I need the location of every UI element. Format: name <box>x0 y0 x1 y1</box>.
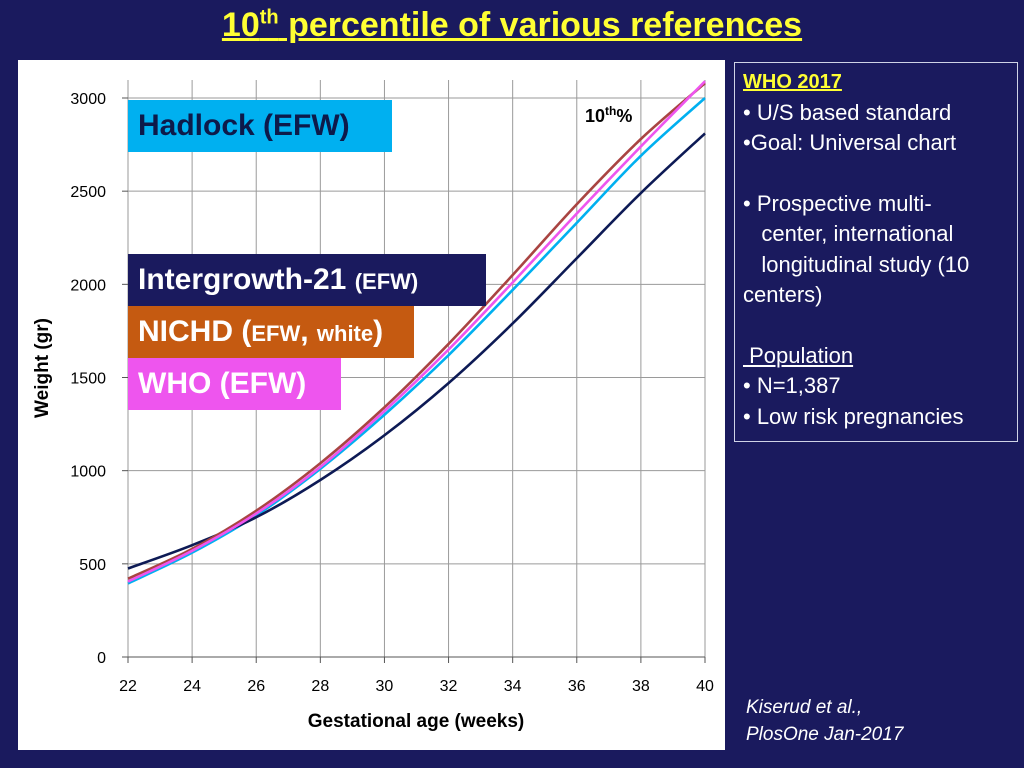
x-tick-label: 28 <box>311 678 329 695</box>
x-tick-label: 22 <box>119 678 137 695</box>
y-tick-label: 500 <box>79 557 106 574</box>
series-lines <box>127 80 706 585</box>
x-axis-label: Gestational age (weeks) <box>308 711 524 732</box>
series-line-3 <box>127 80 706 583</box>
citation-line: Kiserud et al., <box>746 697 863 718</box>
info-heading: WHO 2017 <box>743 71 842 93</box>
x-tick-label: 26 <box>247 678 265 695</box>
citation-line: PlosOne Jan-2017 <box>746 724 904 745</box>
y-tick-label: 2500 <box>70 184 106 201</box>
x-tick-label: 24 <box>183 678 201 695</box>
y-tick-label: 3000 <box>70 91 106 108</box>
info-line: centers) <box>743 282 823 307</box>
legend-who: WHO (EFW) <box>128 358 341 410</box>
legend-hadlock: Hadlock (EFW) <box>128 100 392 152</box>
y-tick-label: 2000 <box>70 277 106 294</box>
tick-labels: 22 24 26 28 30 32 34 36 38 40 0 500 1000 1500 2000 2500… <box>70 91 714 695</box>
y-tick-label: 0 <box>97 650 106 667</box>
info-line: • Prospective multi- <box>743 190 932 216</box>
series-line-0 <box>127 97 706 585</box>
x-tick-label: 30 <box>376 678 394 695</box>
info-line: center, international <box>743 221 954 246</box>
y-tick-label: 1000 <box>70 464 106 481</box>
y-axis-label: Weight (gr) <box>32 318 53 418</box>
x-tick-label: 32 <box>440 678 458 695</box>
legend-intergrowth: Intergrowth-21 (EFW) <box>128 254 486 306</box>
x-tick-label: 36 <box>568 678 586 695</box>
series-line-2 <box>127 82 706 580</box>
slide-title: 10th percentile of various references <box>221 6 803 44</box>
citation: Kiserud et al., PlosOne Jan-2017 <box>746 694 903 748</box>
info-box: WHO 2017 • U/S based standard •Goal: Uni… <box>734 62 1018 442</box>
info-population-heading: Population <box>743 342 854 368</box>
info-line: • U/S based standard <box>743 99 952 125</box>
x-tick-label: 40 <box>696 678 714 695</box>
y-tick-label: 1500 <box>70 371 106 388</box>
legend-nichd: NICHD (EFW, white) <box>128 306 414 358</box>
x-tick-label: 34 <box>504 678 522 695</box>
info-line: • N=1,387 <box>743 373 841 398</box>
info-line: longitudinal study (10 <box>743 251 970 277</box>
info-line: •Goal: Universal chart <box>743 130 957 155</box>
percentile-annotation: 10th% <box>585 104 633 126</box>
info-line: • Low risk pregnancies <box>743 403 964 429</box>
x-tick-label: 38 <box>632 678 650 695</box>
